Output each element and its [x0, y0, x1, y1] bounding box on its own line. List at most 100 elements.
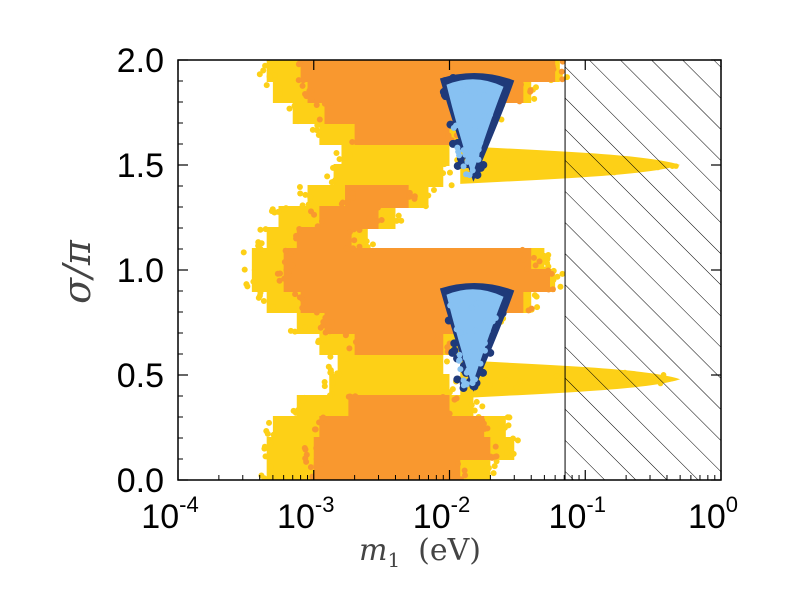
light-blue-point — [460, 124, 467, 131]
inner-point — [536, 258, 543, 265]
outer-point — [363, 238, 370, 245]
inner-point — [519, 246, 526, 253]
light-blue-point — [477, 139, 484, 146]
light-blue-point — [472, 327, 479, 334]
outer-point — [315, 339, 322, 346]
light-blue-point — [453, 306, 460, 313]
light-blue-point — [475, 146, 482, 153]
inner-point — [461, 467, 468, 474]
light-blue-point — [480, 113, 487, 120]
dark-blue-point — [450, 346, 459, 355]
outer-point — [534, 304, 541, 311]
inner-point — [548, 270, 555, 277]
inner-point — [287, 250, 294, 257]
x-axis-label: m1 (eV) — [359, 533, 481, 572]
inner-point — [308, 96, 315, 103]
inner-band — [345, 185, 409, 208]
outer-point — [330, 164, 337, 171]
inner-point — [281, 259, 288, 266]
x-tick-label: 10-3 — [277, 492, 334, 536]
inner-point — [311, 211, 318, 218]
outer-point — [327, 353, 334, 360]
outer-point — [422, 203, 429, 210]
outer-point — [276, 90, 283, 97]
outer-point — [254, 253, 261, 260]
inner-point — [438, 398, 445, 405]
inner-point — [303, 93, 310, 100]
inner-point — [317, 324, 324, 331]
dark-blue-point — [504, 78, 513, 87]
outer-point — [443, 358, 450, 365]
light-blue-point — [456, 351, 463, 358]
outer-point — [282, 205, 289, 212]
dark-blue-point — [478, 368, 487, 377]
outer-point — [329, 379, 336, 386]
inner-point — [487, 453, 494, 460]
inner-point — [304, 74, 311, 81]
outer-point — [255, 242, 262, 249]
inner-point — [303, 451, 310, 458]
outer-point — [398, 217, 405, 224]
light-blue-point — [469, 167, 476, 174]
outer-point — [497, 424, 504, 431]
outer-point — [440, 170, 447, 177]
outer-point — [301, 324, 308, 331]
outer-point — [250, 278, 257, 285]
x-tick-label: 100 — [688, 492, 738, 536]
inner-point — [366, 215, 373, 222]
dark-blue-point — [493, 76, 502, 85]
inner-point — [347, 393, 354, 400]
outer-point — [503, 377, 510, 383]
outer-point — [446, 389, 453, 396]
outer-point — [490, 470, 497, 477]
inner-band — [283, 269, 551, 292]
outer-point — [430, 186, 437, 193]
inner-point — [320, 414, 327, 421]
light-blue-point — [477, 360, 484, 367]
outer-point — [481, 468, 488, 475]
outer-point — [268, 208, 275, 215]
light-blue-point — [460, 382, 467, 389]
inner-point — [462, 472, 469, 479]
outer-point — [510, 435, 517, 442]
outer-point — [264, 430, 271, 437]
outer-point — [261, 443, 268, 450]
light-blue-point — [469, 380, 476, 387]
outer-band — [329, 374, 450, 397]
inner-point — [549, 286, 556, 293]
inner-point — [520, 256, 527, 263]
outer-point — [553, 373, 560, 379]
outer-point — [479, 403, 486, 410]
inner-band — [324, 101, 485, 124]
inner-point — [293, 235, 300, 242]
light-blue-point — [489, 318, 496, 325]
inner-point — [350, 245, 357, 252]
outer-point — [448, 182, 455, 189]
outer-band — [341, 143, 450, 166]
inner-point — [530, 254, 537, 261]
outer-point — [295, 118, 302, 125]
dark-blue-point — [453, 161, 462, 170]
inner-point — [282, 247, 289, 254]
light-blue-point — [457, 366, 464, 373]
inner-point — [559, 76, 566, 83]
y-tick-label: 1.5 — [117, 147, 164, 185]
light-blue-point — [460, 377, 467, 384]
inner-point — [306, 87, 313, 94]
inner-point — [312, 426, 319, 433]
inner-point — [516, 98, 523, 105]
outer-point — [263, 82, 270, 89]
inner-point — [349, 190, 356, 197]
inner-point — [532, 262, 539, 269]
light-blue-point — [455, 148, 462, 155]
inner-point — [454, 461, 461, 468]
outer-point — [270, 304, 277, 311]
outer-point — [302, 191, 309, 198]
inner-point — [492, 443, 499, 450]
outer-point — [315, 132, 322, 139]
x-tick-label: 10-4 — [141, 492, 198, 536]
light-blue-point — [460, 147, 467, 154]
outer-point — [393, 217, 400, 224]
inner-point — [299, 304, 306, 311]
